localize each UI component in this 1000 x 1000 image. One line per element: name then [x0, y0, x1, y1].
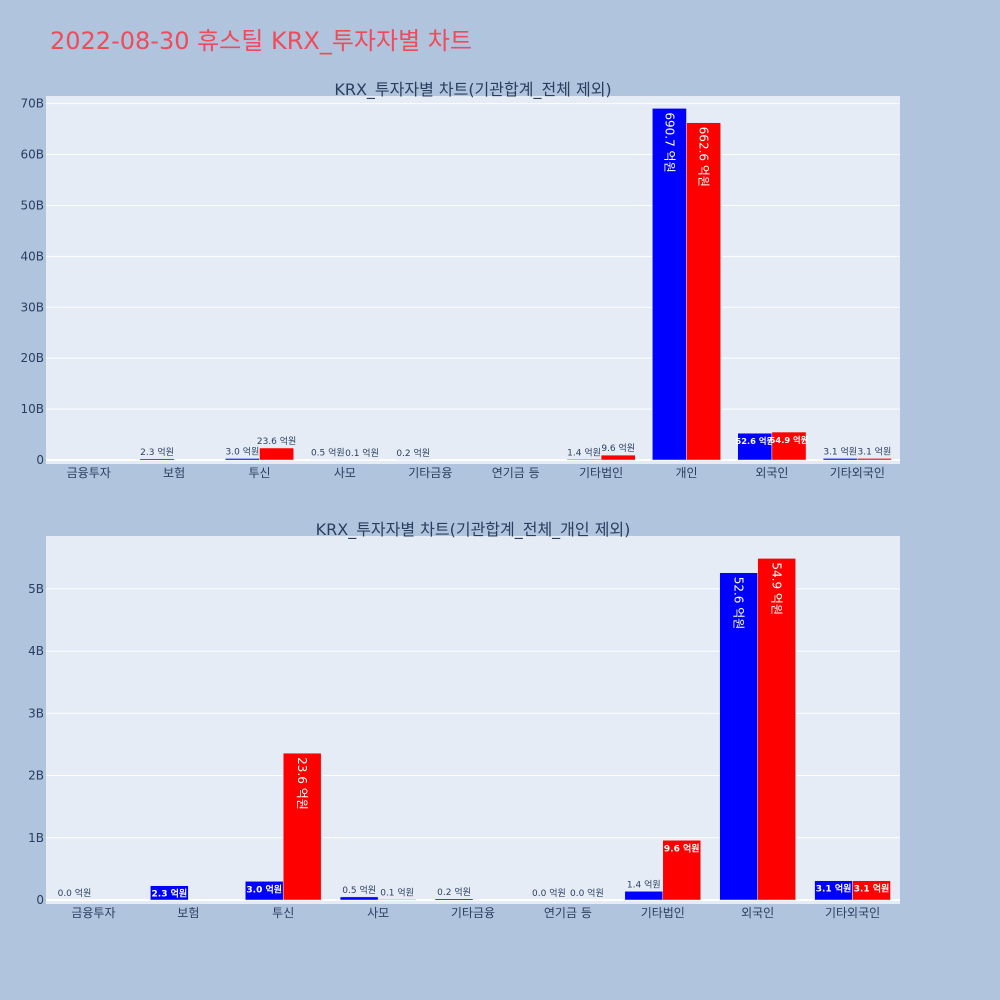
x-tick-label: 보험: [177, 906, 199, 920]
x-tick-label: 기타법인: [579, 466, 623, 480]
bar: [150, 885, 189, 901]
data-label: 52.6 억원: [735, 436, 774, 446]
data-label: 3.0 억원: [246, 883, 282, 895]
y-tick-label: 10B: [20, 402, 44, 416]
data-label: 23.6 억원: [295, 757, 309, 810]
bar: [377, 899, 417, 901]
x-tick-label: 보험: [163, 466, 185, 480]
data-label: 9.6 억원: [664, 842, 700, 854]
x-tick-label: 금융투자: [71, 906, 115, 920]
bar: [771, 431, 807, 461]
data-label: 0.1 억원: [345, 447, 379, 459]
bar: [719, 572, 758, 901]
bar: [857, 458, 892, 461]
bar: [822, 458, 858, 461]
bar: [339, 896, 379, 901]
data-label: 0.0 억원: [570, 887, 604, 899]
y-tick-label: 0: [36, 453, 44, 467]
bar: [852, 880, 891, 901]
y-tick-label: 1B: [28, 831, 44, 845]
data-label: 690.7 억원: [662, 112, 676, 172]
bar: [566, 459, 602, 461]
bar: [139, 458, 175, 461]
y-tick-label: 70B: [20, 97, 44, 111]
x-tick-label: 외국인: [755, 466, 788, 480]
x-tick-label: 외국인: [741, 906, 774, 920]
y-tick-label: 50B: [20, 198, 44, 212]
data-label: 2.3 억원: [152, 888, 188, 900]
bar: [282, 752, 322, 901]
bar: [652, 108, 687, 461]
data-label: 0.5 억원: [342, 884, 376, 896]
x-tick-label: 기타금융: [408, 466, 452, 480]
x-tick-label: 투신: [272, 906, 294, 920]
y-tick-label: 4B: [28, 644, 44, 658]
data-label: 0.1 억원: [380, 886, 414, 898]
y-tick-label: 3B: [28, 706, 44, 720]
bar: [757, 558, 796, 901]
bar: [624, 891, 664, 901]
data-label: 3.1 억원: [854, 883, 890, 895]
y-tick-label: 0: [36, 893, 44, 907]
x-tick-label: 기타법인: [641, 906, 685, 920]
data-label: 1.4 억원: [627, 878, 661, 890]
data-label: 23.6 억원: [257, 435, 296, 447]
data-label: 0.0 억원: [58, 887, 92, 899]
x-tick-label: 투신: [248, 466, 270, 480]
data-label: 9.6 억원: [601, 442, 635, 454]
plot-area: [46, 96, 900, 464]
x-tick-label: 기타외국인: [825, 906, 880, 920]
x-tick-label: 기타금융: [451, 906, 495, 920]
data-label: 2.3 억원: [140, 446, 174, 458]
data-label: 3.1 억원: [823, 445, 857, 457]
data-label: 0.2 억원: [396, 447, 430, 459]
data-label: 3.1 억원: [816, 883, 852, 895]
data-label: 662.6 억원: [697, 127, 711, 187]
bar: [662, 840, 701, 901]
bar: [259, 447, 294, 461]
data-label: 1.4 억원: [567, 446, 601, 458]
y-tick-label: 60B: [20, 148, 44, 162]
x-tick-label: 사모: [367, 906, 389, 920]
chart-title: KRX_투자자별 차트(기관합계_전체 제외): [334, 80, 611, 100]
x-tick-label: 기타외국인: [830, 466, 885, 480]
data-label: 0.2 억원: [437, 886, 471, 898]
y-tick-label: 30B: [20, 300, 44, 314]
y-tick-label: 40B: [20, 249, 44, 263]
data-label: 54.9 억원: [770, 435, 809, 445]
bar: [434, 898, 474, 901]
bar: [600, 454, 636, 461]
page-title: 2022-08-30 휴스틸 KRX_투자자별 차트: [50, 27, 472, 55]
data-label: 0.5 억원: [311, 447, 345, 459]
x-tick-label: 연기금 등: [544, 906, 592, 920]
bar: [686, 122, 721, 461]
y-tick-label: 2B: [28, 769, 44, 783]
bar: [225, 458, 260, 461]
data-label: 52.6 억원: [732, 577, 746, 630]
y-tick-label: 5B: [28, 582, 44, 596]
data-label: 0.0 억원: [532, 887, 566, 899]
data-label: 3.1 억원: [858, 445, 892, 457]
x-tick-label: 연기금 등: [492, 466, 540, 480]
y-tick-label: 20B: [20, 351, 44, 365]
chart-excluding-individuals: KRX_투자자별 차트(기관합계_전체_개인 제외) 0 1B 2B 3B 4B 5B 금융투…: [28, 520, 900, 920]
data-label: 54.9 억원: [770, 562, 784, 615]
chart-all-investors: KRX_투자자별 차트(기관합계_전체 제외) 0 10B 20B 30B 40B 50B 6…: [20, 80, 900, 480]
x-tick-label: 개인: [675, 466, 697, 480]
x-tick-label: 금융투자: [67, 466, 111, 480]
chart-title: KRX_투자자별 차트(기관합계_전체_개인 제외): [316, 520, 631, 540]
data-label: 3.0 억원: [226, 445, 260, 457]
x-tick-label: 사모: [334, 466, 356, 480]
